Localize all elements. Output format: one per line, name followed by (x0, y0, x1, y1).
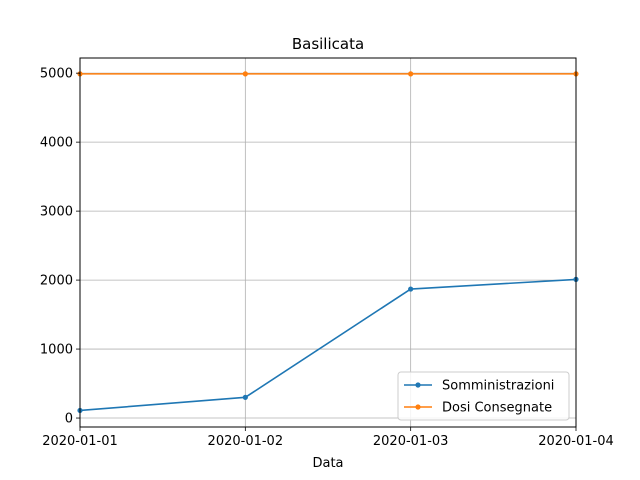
y-tick-label: 2000 (40, 274, 73, 289)
x-axis-label: Data (312, 456, 343, 471)
series-line-1 (79, 278, 577, 412)
x-tick-label: 2020-01-04 (538, 434, 614, 449)
x-tick-label: 2020-01-01 (42, 434, 118, 449)
series-group (77, 71, 579, 414)
legend-swatch-marker (415, 404, 421, 410)
legend-box (397, 371, 570, 421)
x-tick-label: 2020-01-03 (373, 434, 449, 449)
legend-label: Somministrazioni (442, 379, 554, 394)
data-point (242, 71, 248, 77)
x-tick-label: 2020-01-02 (208, 434, 284, 449)
data-point (242, 394, 248, 400)
y-tick-label: 5000 (40, 67, 73, 82)
y-tick-label: 0 (65, 412, 73, 427)
chart-title: Basilicata (292, 35, 364, 53)
data-point (408, 71, 414, 77)
y-tick-label: 4000 (40, 136, 73, 151)
data-point (408, 286, 414, 292)
axis-ticks: 2020-01-01 2020-01-02 2020-01-03 2020-01-04… (40, 67, 614, 449)
legend-swatch-marker (415, 382, 421, 388)
legend-label: Dosi Consegnate (442, 401, 552, 416)
legend: Somministrazioni Dosi Consegnate (397, 371, 570, 421)
plot-area-frame (79, 57, 577, 428)
y-tick-label: 3000 (40, 205, 73, 220)
y-tick-label: 1000 (40, 343, 73, 358)
